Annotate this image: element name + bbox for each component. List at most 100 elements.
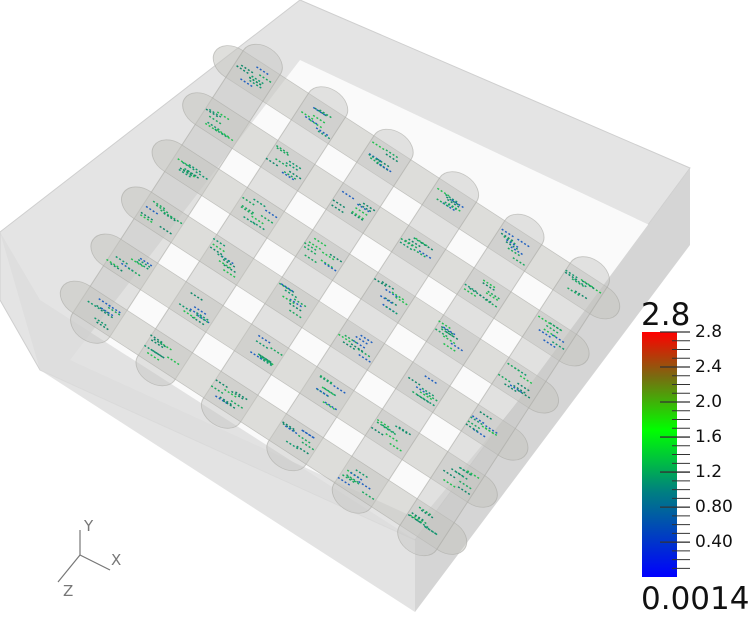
particle-streak bbox=[259, 354, 274, 365]
particle-streak bbox=[243, 216, 258, 226]
particle-streak bbox=[188, 163, 203, 174]
particle-streak bbox=[543, 339, 558, 350]
tube-vertical bbox=[397, 256, 610, 557]
particle-streak bbox=[130, 258, 145, 269]
particle-streak bbox=[422, 397, 437, 408]
particle-streak bbox=[265, 157, 280, 168]
particle-streak bbox=[450, 342, 465, 353]
particle-streak bbox=[214, 128, 229, 139]
particle-streak bbox=[574, 278, 589, 289]
particle-streak bbox=[196, 311, 211, 322]
particle-streak bbox=[338, 333, 353, 344]
particle-streak bbox=[479, 294, 494, 305]
particle-streak bbox=[216, 111, 232, 122]
woven-tubes bbox=[59, 43, 621, 557]
particle-streak bbox=[379, 163, 394, 174]
particle-streak bbox=[482, 282, 497, 292]
particle-streak bbox=[545, 324, 561, 335]
particle-streak bbox=[257, 334, 273, 345]
particle-streak bbox=[376, 421, 391, 432]
particle-streak bbox=[316, 388, 331, 399]
tube-horizontal bbox=[151, 139, 559, 414]
particle-streak bbox=[284, 425, 300, 436]
particle-streak bbox=[106, 258, 121, 269]
colorbar-max-label: 2.8 bbox=[641, 297, 691, 333]
tube-horizontal bbox=[182, 92, 590, 367]
particle-streak bbox=[312, 114, 327, 125]
particle-streak bbox=[472, 428, 488, 439]
particle-streak bbox=[285, 440, 300, 451]
particle-streak bbox=[411, 512, 426, 523]
particle-streak bbox=[389, 442, 404, 453]
particle-streak bbox=[94, 317, 109, 328]
particle-streak bbox=[216, 128, 231, 139]
colorbar-tick-label: 1.6 bbox=[695, 427, 723, 448]
particle-streak bbox=[312, 106, 328, 117]
particle-streak bbox=[337, 476, 352, 487]
particle-streak bbox=[190, 292, 205, 302]
particle-streak bbox=[296, 445, 311, 456]
particle-streak bbox=[442, 335, 458, 346]
particle-streak bbox=[139, 214, 155, 225]
particle-streak bbox=[350, 343, 365, 354]
particle-streak bbox=[235, 391, 250, 402]
particle-streak bbox=[208, 108, 224, 119]
particle-streak bbox=[145, 205, 160, 216]
tube-horizontal bbox=[90, 233, 498, 508]
particle-streak bbox=[159, 225, 174, 236]
particle-streak bbox=[137, 259, 153, 269]
particle-streak bbox=[361, 491, 377, 502]
particle-streak bbox=[195, 171, 210, 182]
particle-streak bbox=[179, 167, 194, 178]
particle-streak bbox=[223, 264, 238, 275]
particle-streak bbox=[193, 306, 208, 316]
box-left-face bbox=[0, 232, 415, 612]
particle-streak bbox=[288, 160, 303, 171]
particle-streak bbox=[479, 411, 494, 421]
colorbar-tick-label: 2.0 bbox=[695, 392, 723, 413]
particle-streak bbox=[169, 215, 185, 226]
particle-streak bbox=[152, 200, 167, 211]
particle-streak bbox=[408, 238, 423, 249]
particle-streak bbox=[208, 115, 224, 126]
particle-streak bbox=[242, 196, 257, 207]
particle-streak bbox=[324, 262, 339, 273]
colorbar-tick-label: 1.2 bbox=[695, 462, 723, 483]
particle-streak bbox=[394, 425, 410, 436]
particle-streak bbox=[251, 215, 266, 226]
particle-streak bbox=[304, 115, 320, 126]
particle-streak bbox=[500, 232, 515, 243]
particle-streak bbox=[418, 250, 433, 261]
particle-streak bbox=[319, 374, 335, 385]
particle-streak bbox=[252, 221, 267, 232]
particle-streak bbox=[205, 108, 220, 119]
particle-streak bbox=[551, 341, 567, 352]
particle-streak bbox=[351, 210, 366, 221]
particle-streak bbox=[210, 385, 226, 396]
particle-streak bbox=[249, 351, 265, 361]
particle-streak bbox=[153, 338, 168, 349]
particle-streak bbox=[140, 211, 155, 222]
particle-streak bbox=[215, 379, 230, 390]
particle-streak bbox=[323, 387, 338, 398]
particle-streak bbox=[519, 375, 534, 386]
particle-streak bbox=[253, 198, 268, 209]
particle-streak bbox=[108, 304, 123, 315]
particle-streak bbox=[505, 239, 521, 249]
particle-streak bbox=[257, 353, 272, 364]
particle-streak bbox=[385, 433, 400, 443]
particle-streak bbox=[509, 384, 524, 395]
particle-streak bbox=[240, 78, 255, 89]
particle-streak bbox=[549, 322, 564, 333]
colorbar-tick-label: 0.80 bbox=[695, 497, 733, 518]
axis-x-label: X bbox=[111, 551, 121, 569]
particle-streak bbox=[424, 375, 439, 386]
particle-streak bbox=[222, 400, 237, 410]
particle-streak bbox=[497, 373, 513, 384]
particle-streak bbox=[455, 471, 470, 481]
particle-streak bbox=[303, 245, 318, 256]
particle-streak bbox=[513, 384, 528, 395]
particle-streak bbox=[259, 357, 274, 368]
particle-streak bbox=[400, 237, 415, 248]
